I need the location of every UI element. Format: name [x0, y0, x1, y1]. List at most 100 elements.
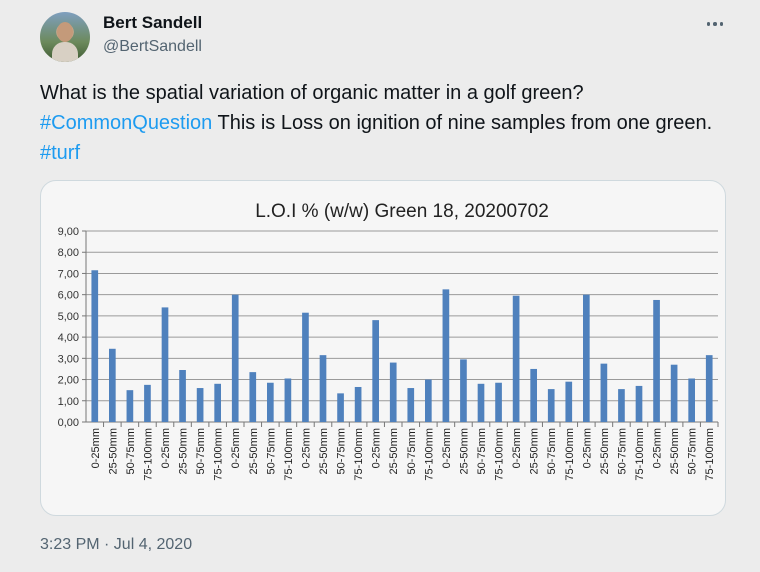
x-tick-label: 25-50mm — [669, 428, 681, 474]
x-tick-label: 75-100mm — [564, 428, 576, 481]
y-tick-label: 3,00 — [58, 353, 79, 365]
x-tick-label: 25-50mm — [529, 428, 541, 474]
bar — [670, 364, 678, 422]
x-tick-label: 0-25mm — [90, 428, 102, 468]
tweet-text-part: This is Loss on ignition of nine samples… — [212, 112, 713, 134]
bar — [179, 370, 186, 422]
bar — [688, 378, 696, 422]
bar — [600, 363, 608, 422]
bar — [530, 368, 538, 422]
tweet-timestamp[interactable]: 3:23 PM · Jul 4, 2020 — [40, 536, 193, 553]
bar — [460, 359, 467, 422]
x-tick-label: 50-75mm — [546, 428, 558, 474]
avatar[interactable] — [40, 12, 90, 62]
x-tick-label: 75-100mm — [213, 428, 225, 481]
more-dot — [719, 22, 724, 26]
x-tick-label: 25-50mm — [248, 428, 260, 474]
bar — [424, 379, 432, 422]
x-tick-label: 75-100mm — [423, 428, 435, 481]
x-tick-label: 0-25mm — [300, 428, 312, 468]
bar — [231, 294, 239, 422]
x-tick-label: 50-75mm — [476, 428, 488, 474]
y-tick-label: 6,00 — [58, 290, 79, 302]
bar — [144, 384, 151, 422]
more-horizontal-icon[interactable] — [700, 14, 730, 34]
bar — [91, 270, 99, 422]
bar — [407, 388, 415, 422]
x-tick-label: 75-100mm — [142, 428, 154, 481]
x-tick-label: 50-75mm — [616, 428, 628, 474]
bar — [319, 355, 327, 422]
x-tick-label: 25-50mm — [318, 428, 330, 474]
bar — [495, 382, 502, 422]
bar — [372, 320, 380, 422]
bar — [337, 393, 344, 422]
x-tick-label: 75-100mm — [704, 428, 716, 481]
hashtag-link[interactable]: #CommonQuestion — [40, 112, 213, 134]
x-tick-label: 0-25mm — [441, 428, 453, 468]
bar — [582, 294, 590, 422]
bar — [512, 295, 520, 422]
x-tick-label: 75-100mm — [283, 428, 295, 481]
x-tick-label: 0-25mm — [511, 428, 523, 468]
y-tick-label: 0,00 — [58, 417, 79, 429]
tweet-text: What is the spatial variation of organic… — [40, 78, 720, 168]
tweet-media-chart[interactable]: L.O.I % (w/w) Green 18, 20200702 0,00 1,00… — [40, 180, 726, 516]
bar — [442, 289, 450, 422]
y-tick-label: 8,00 — [58, 247, 79, 259]
x-tick-label: 25-50mm — [458, 428, 470, 474]
x-tick-label: 50-75mm — [125, 428, 137, 474]
chart-title: L.O.I % (w/w) Green 18, 20200702 — [255, 201, 549, 222]
bar — [653, 299, 660, 422]
bar — [389, 362, 397, 422]
bar — [705, 355, 713, 422]
bar — [214, 383, 222, 422]
bar — [266, 382, 274, 422]
more-dot — [713, 22, 717, 26]
avatar-head — [57, 22, 73, 42]
x-tick-label: 0-25mm — [230, 428, 242, 468]
bar-chart: L.O.I % (w/w) Green 18, 20200702 0,00 1,00… — [58, 201, 719, 481]
bar — [249, 372, 257, 422]
x-tick-label: 0-25mm — [371, 428, 383, 468]
y-tick-label: 9,00 — [58, 226, 79, 238]
bar — [635, 385, 643, 422]
x-tick-label: 50-75mm — [687, 428, 699, 474]
x-tick-label: 0-25mm — [652, 428, 664, 468]
x-tick-label: 25-50mm — [388, 428, 400, 474]
x-tick-label: 50-75mm — [265, 428, 277, 474]
bar — [196, 388, 204, 422]
bar — [354, 386, 362, 422]
y-tick-label: 1,00 — [58, 396, 79, 408]
y-tick-label: 4,00 — [58, 332, 79, 344]
x-tick-label: 50-75mm — [406, 428, 418, 474]
hashtag-link[interactable]: #turf — [40, 142, 81, 164]
bar — [477, 383, 485, 422]
x-tick-label: 50-75mm — [195, 428, 207, 474]
avatar-shirt — [52, 42, 78, 62]
x-tick-label: 0-25mm — [581, 428, 593, 468]
bar — [284, 378, 292, 422]
author-block[interactable]: Bert Sandell @BertSandell — [103, 13, 202, 57]
x-tick-label: 75-100mm — [353, 428, 365, 481]
bar — [565, 381, 573, 422]
x-tick-label: 75-100mm — [634, 428, 646, 481]
x-tick-label: 25-50mm — [178, 428, 190, 474]
x-tick-label: 75-100mm — [494, 428, 506, 481]
bar — [161, 307, 169, 422]
y-tick-label: 2,00 — [58, 375, 79, 387]
bar — [618, 389, 625, 422]
more-dot — [706, 22, 711, 26]
x-tick-label: 0-25mm — [160, 428, 172, 468]
x-tick-label: 25-50mm — [107, 428, 119, 474]
x-tick-label: 25-50mm — [599, 428, 611, 474]
author-name[interactable]: Bert Sandell — [103, 13, 203, 32]
y-tick-label: 7,00 — [58, 268, 79, 280]
bar — [302, 312, 309, 422]
author-handle[interactable]: @BertSandell — [103, 38, 202, 55]
tweet-text-part: What is the spatial variation of organic… — [40, 82, 584, 104]
bar — [547, 389, 555, 422]
bar — [126, 390, 134, 422]
y-tick-label: 5,00 — [58, 311, 79, 323]
bar — [108, 348, 116, 422]
